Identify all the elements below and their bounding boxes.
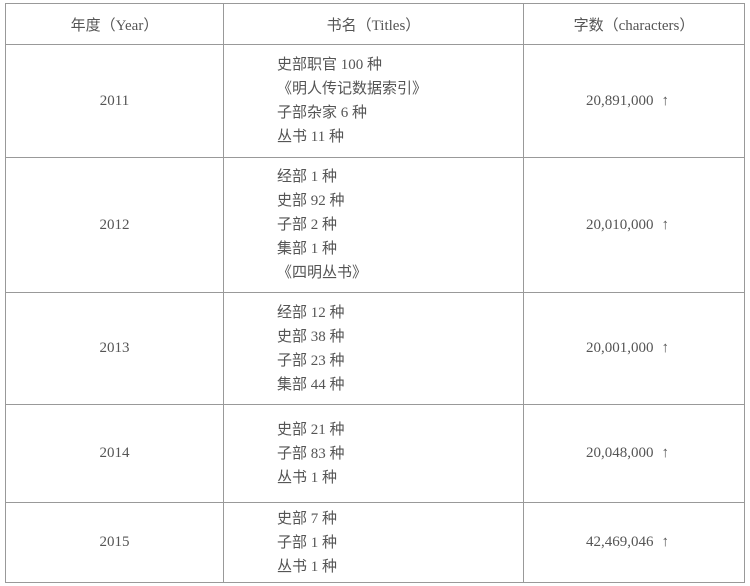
- title-line: 经部 1 种: [277, 169, 338, 185]
- title-line: 史部 92 种: [277, 193, 345, 209]
- title-line: 《明人传记数据索引》: [277, 81, 428, 97]
- titles-cell: 史部职官 100 种《明人传记数据索引》 子部杂家 6 种丛书 11 种: [223, 44, 524, 158]
- characters-value: 20,891,000: [586, 92, 654, 109]
- title-line: 史部 7 种: [277, 510, 338, 527]
- characters-cell: 20,010,000 ↑: [523, 157, 745, 293]
- year-cell: 2015: [5, 502, 224, 583]
- title-line: 子部 23 种: [277, 352, 345, 369]
- title-line: 集部 44 种: [277, 376, 345, 393]
- up-arrow-icon: ↑: [661, 340, 670, 356]
- title-line: 史部 21 种: [277, 421, 345, 438]
- up-arrow-icon: ↑: [661, 216, 670, 233]
- characters-cell: 42,469,046 ↑: [523, 502, 745, 583]
- title-line: 《四明丛书》: [277, 265, 368, 281]
- up-arrow-icon: ↑: [661, 92, 670, 109]
- header-row: 年度（Year） 书名（Titles） 字数（characters）: [5, 3, 745, 45]
- year-cell: 2013: [5, 292, 224, 405]
- data-table: 年度（Year） 书名（Titles） 字数（characters） 2011 史…: [5, 3, 745, 583]
- table-row: 2014 史部 21 种子部 83 种丛书 1 种 20,048,000 ↑: [5, 404, 745, 503]
- year-cell: 2011: [5, 44, 224, 158]
- header-titles: 书名（Titles）: [223, 3, 524, 45]
- title-line: 子部 83 种: [277, 445, 345, 462]
- characters-value: 42,469,046: [586, 534, 654, 550]
- characters-value: 20,001,000: [586, 340, 654, 356]
- table-row: 2013 经部 12 种史部 38 种子部 23 种集部 44 种 20,001,0…: [5, 292, 745, 405]
- title-line: 经部 12 种: [277, 304, 345, 321]
- titles-cell: 史部 21 种子部 83 种丛书 1 种: [223, 404, 524, 503]
- title-line: 史部职官 100 种: [277, 57, 383, 73]
- characters-cell: 20,891,000 ↑: [523, 44, 745, 158]
- titles-cell: 经部 12 种史部 38 种子部 23 种集部 44 种: [223, 292, 524, 405]
- title-line: 子部 2 种: [277, 217, 338, 233]
- title-line: 集部 1 种: [277, 241, 338, 257]
- up-arrow-icon: ↑: [661, 534, 670, 550]
- characters-value: 20,010,000: [586, 216, 654, 233]
- year-cell: 2014: [5, 404, 224, 503]
- title-line: 丛书 11 种: [277, 129, 344, 145]
- title-line: 史部 38 种: [277, 328, 345, 345]
- table-row: 2015 史部 7 种子部 1 种丛书 1 种 42,469,046 ↑: [5, 502, 745, 583]
- title-line: 子部杂家 6 种: [277, 105, 368, 121]
- title-line: 丛书 1 种: [277, 469, 338, 486]
- year-cell: 2012: [5, 157, 224, 293]
- up-arrow-icon: ↑: [661, 445, 670, 461]
- header-year: 年度（Year）: [5, 3, 224, 45]
- characters-cell: 20,001,000 ↑: [523, 292, 745, 405]
- characters-cell: 20,048,000 ↑: [523, 404, 745, 503]
- table-row: 2012 经部 1 种史部 92 种子部 2 种集部 1 种《四明丛书》 20,01…: [5, 157, 745, 293]
- characters-value: 20,048,000: [586, 445, 654, 461]
- title-line: 丛书 1 种: [277, 558, 338, 575]
- titles-cell: 经部 1 种史部 92 种子部 2 种集部 1 种《四明丛书》: [223, 157, 524, 293]
- header-characters: 字数（characters）: [523, 3, 745, 45]
- title-line: 子部 1 种: [277, 534, 338, 551]
- titles-cell: 史部 7 种子部 1 种丛书 1 种: [223, 502, 524, 583]
